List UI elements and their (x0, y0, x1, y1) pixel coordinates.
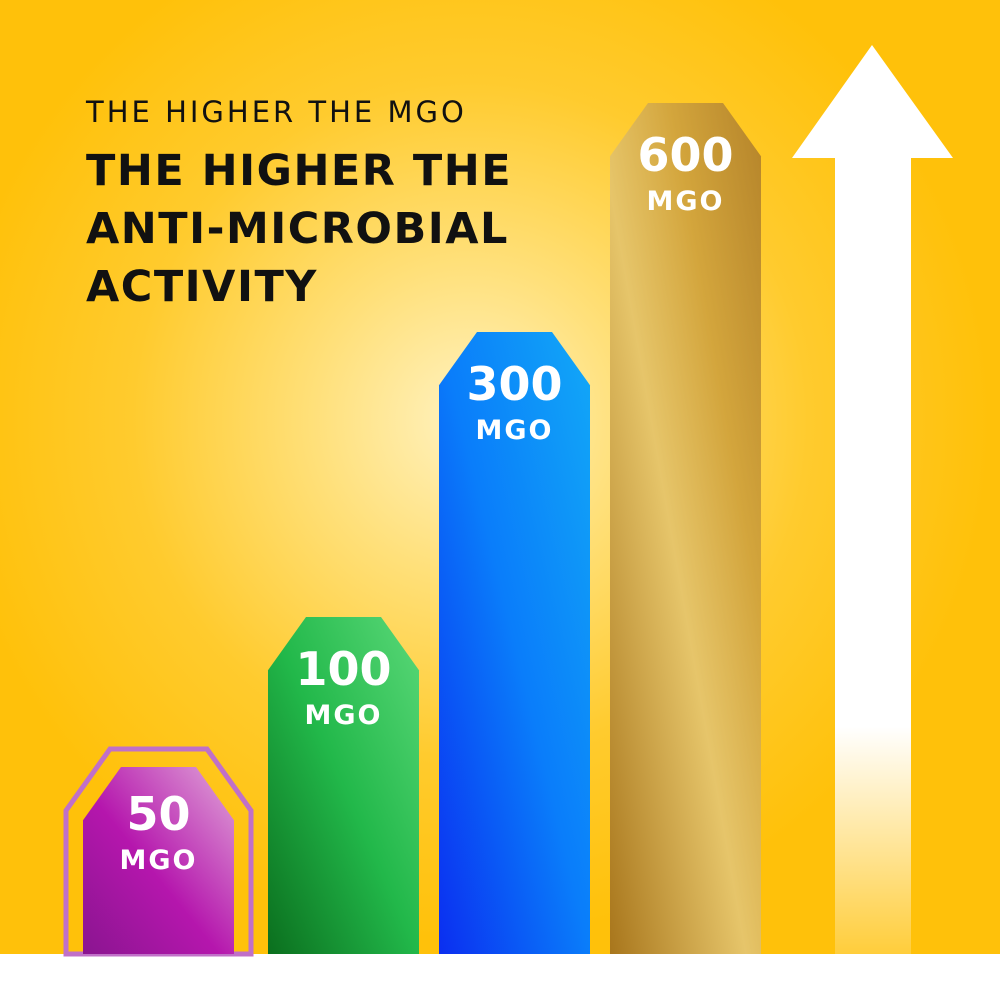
bar-600-mgo (610, 103, 761, 954)
bar-unit-label: MGO (120, 845, 198, 876)
bar-value-label: 300 (466, 357, 562, 411)
bar-value-label: 600 (637, 128, 733, 182)
up-arrow-icon (792, 45, 953, 954)
bar-unit-label: MGO (476, 415, 554, 446)
bar-value-label: 100 (295, 642, 391, 696)
bar-300-mgo (439, 332, 590, 954)
bar-100-mgo (268, 617, 419, 954)
headline-subtitle: THE HIGHER THE MGO (86, 95, 467, 129)
bar-unit-label: MGO (647, 186, 725, 217)
bar-unit-label: MGO (305, 700, 383, 731)
bar-value-label: 50 (126, 787, 190, 841)
headline-title: THE HIGHER THE ANTI-MICROBIAL ACTIVITY (86, 146, 513, 312)
bar-50-mgo (83, 767, 234, 954)
bar-outline (63, 746, 254, 957)
